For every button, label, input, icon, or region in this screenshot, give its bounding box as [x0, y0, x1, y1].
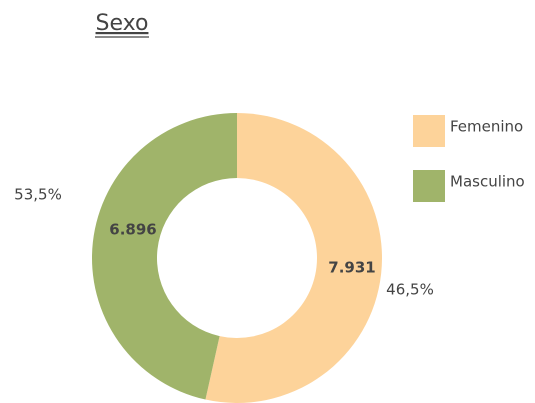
- legend-label: Femenino: [450, 118, 523, 136]
- percentage-label: 46,5%: [386, 281, 434, 299]
- percentage-label: 53,5%: [14, 186, 62, 204]
- donut-slice: [205, 113, 382, 403]
- donut-slice: [91, 113, 238, 400]
- legend-swatch: [413, 170, 445, 202]
- value-label: 7.931: [328, 259, 375, 277]
- legend-label: Masculino: [450, 173, 525, 191]
- chart-title: Sexo: [96, 11, 149, 36]
- value-label: 6.896: [109, 221, 156, 239]
- legend-swatch: [413, 115, 445, 147]
